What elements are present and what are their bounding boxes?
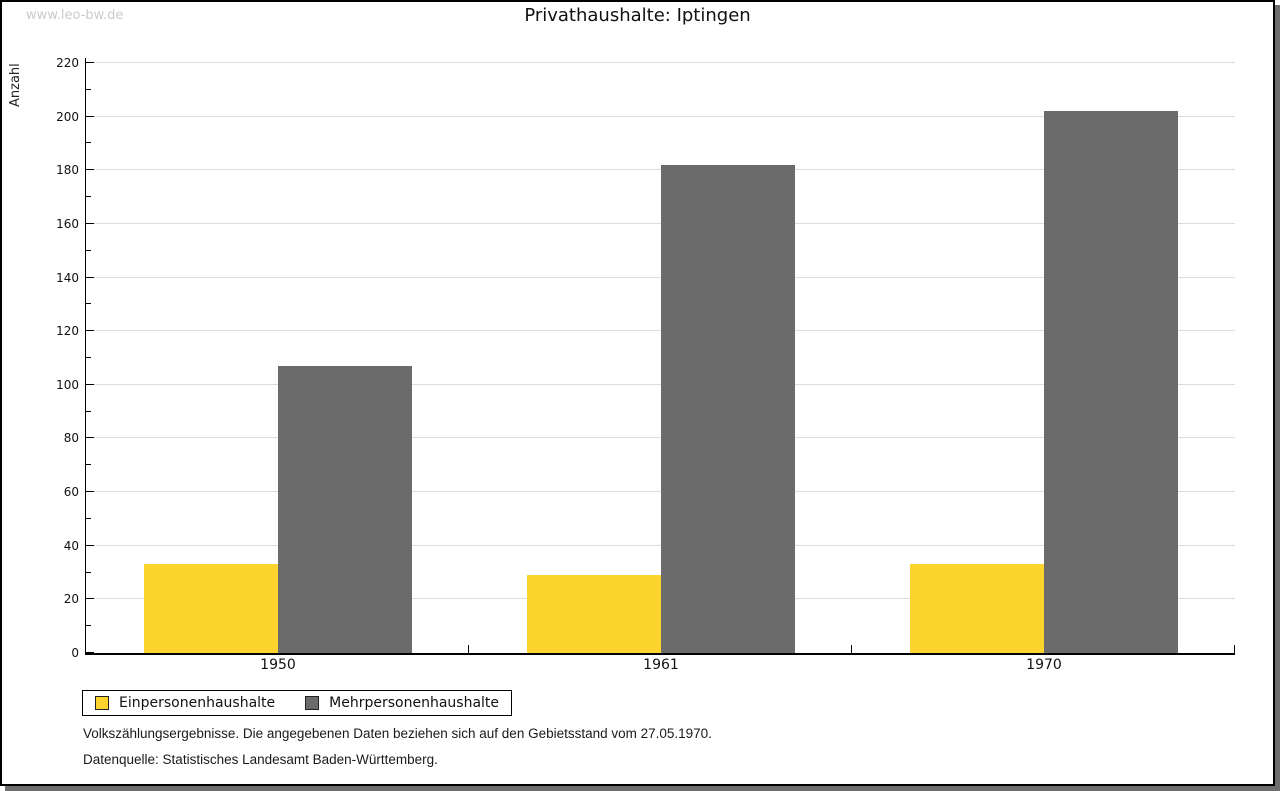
y-tick-minor [86, 571, 91, 573]
y-tick-major [86, 544, 94, 546]
legend-swatch-mehrpersonenhaushalte [305, 696, 320, 710]
y-tick-minor [86, 517, 91, 519]
x-axis-tick [468, 645, 469, 653]
y-tick-label: 60 [63, 485, 79, 500]
y-tick-label: 180 [56, 163, 79, 178]
x-axis-tick [851, 645, 852, 653]
y-tick-major [86, 276, 94, 278]
legend-label-mehrpersonenhaushalte: Mehrpersonenhaushalte [329, 695, 500, 711]
y-tick-label: 220 [56, 56, 79, 70]
y-tick-label: 40 [63, 538, 79, 553]
bar-einpersonenhaushalte-1961 [527, 575, 661, 653]
y-tick-major [86, 330, 94, 332]
footnote-gebietsstand: Volkszählungsergebnisse. Die angegebenen… [83, 726, 712, 741]
legend-swatch-einpersonenhaushalte [95, 696, 109, 710]
y-tick-minor [86, 196, 91, 198]
gridline [86, 437, 1235, 439]
gridline [86, 169, 1235, 171]
chart-title: Privathaushalte: Iptingen [524, 5, 751, 26]
y-tick-minor [86, 142, 91, 144]
gridline [86, 62, 1235, 63]
footnote-datenquelle: Datenquelle: Statistisches Landesamt Bad… [83, 752, 438, 767]
watermark: www.leo-bw.de [26, 8, 124, 23]
y-tick-label: 0 [71, 646, 79, 660]
y-tick-minor [86, 357, 91, 358]
y-tick-label: 160 [56, 216, 79, 231]
y-tick-major [86, 652, 94, 653]
x-tick-label: 1961 [643, 657, 679, 673]
y-tick-label: 20 [63, 592, 79, 607]
y-tick-minor [86, 464, 91, 466]
y-tick-minor [86, 249, 91, 251]
legend-item-mehrpersonenhaushalte: Mehrpersonenhaushalte [305, 695, 499, 711]
y-tick-major [86, 383, 94, 385]
plot-area: 0 20 40 60 80 100 120 140 160 180 200 220 1950 1961 19… [56, 56, 1235, 673]
y-tick-minor [86, 88, 91, 90]
y-tick-label: 100 [56, 377, 79, 392]
x-tick-label: 1970 [1026, 657, 1062, 673]
bar-einpersonenhaushalte-1950 [144, 564, 278, 653]
bar-einpersonenhaushalte-1970 [910, 564, 1044, 653]
gridline [86, 115, 1235, 117]
y-tick-minor [86, 410, 91, 412]
y-tick-label: 200 [56, 109, 79, 124]
y-tick-label: 140 [56, 270, 79, 285]
bar-mehrpersonenhaushalte-1950 [278, 366, 412, 653]
y-tick-major [86, 169, 94, 171]
y-tick-major [86, 598, 94, 600]
x-axis-tick [1234, 645, 1235, 653]
x-tick-label: 1950 [260, 657, 296, 673]
y-tick-minor [86, 303, 91, 305]
y-tick-label: 120 [56, 324, 79, 339]
bar-mehrpersonenhaushalte-1961 [661, 165, 795, 653]
gridline [86, 330, 1235, 332]
gridline [86, 491, 1235, 493]
y-tick-label: 80 [63, 431, 79, 446]
y-tick-major [86, 437, 94, 439]
gridline [86, 544, 1235, 546]
legend-item-einpersonenhaushalte: Einpersonenhaushalte [95, 695, 275, 711]
y-tick-major [86, 115, 94, 117]
legend: Einpersonenhaushalte Mehrpersonenhaushalt… [82, 690, 513, 716]
bar-mehrpersonenhaushalte-1970 [1044, 111, 1178, 653]
gridline [86, 222, 1235, 224]
legend-label-einpersonenhaushalte: Einpersonenhaushalte [119, 695, 276, 711]
y-axis-title: Anzahl [8, 63, 23, 107]
gridline [86, 276, 1235, 278]
y-tick-major [86, 222, 94, 224]
gridline [86, 383, 1235, 385]
y-tick-major [86, 491, 94, 493]
y-tick-major [86, 62, 94, 63]
y-tick-minor [86, 625, 91, 627]
